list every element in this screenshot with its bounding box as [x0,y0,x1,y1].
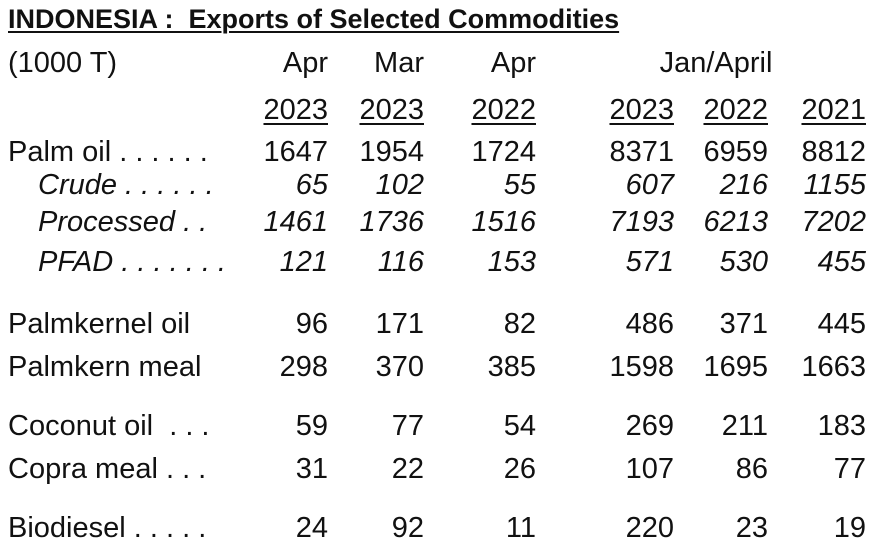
table-cell: 1598 [609,351,674,383]
table-cell: 6213 [703,206,768,238]
col-header-year-4: 2023 [609,94,674,126]
table-cell: 77 [391,410,424,442]
table-cell: 370 [375,351,424,383]
row-label: Copra meal . . . [8,453,207,485]
table-cell: 19 [833,512,866,544]
table-cell: 23 [735,512,768,544]
table-cell: 96 [295,308,328,340]
table-cell: 86 [735,453,768,485]
col-header-period-1: Apr [282,47,328,79]
table-cell: 216 [719,169,768,201]
table-cell: 1736 [359,206,424,238]
table-cell: 7193 [609,206,674,238]
table-cell: 31 [295,453,328,485]
col-header-year-1: 2023 [263,94,328,126]
table-cell: 1516 [471,206,536,238]
row-label: Coconut oil . . . [8,410,210,442]
table-cell: 6959 [703,136,768,168]
table-cell: 1663 [801,351,866,383]
col-header-year-6: 2021 [801,94,866,126]
table-cell: 269 [625,410,674,442]
table-cell: 220 [625,512,674,544]
table-cell: 59 [295,410,328,442]
row-label: Palm oil . . . . . . [8,136,208,168]
table-cell: 571 [625,246,674,278]
table-cell: 92 [391,512,424,544]
row-label: Palmkernel oil [8,308,191,340]
table-cell: 298 [279,351,328,383]
table-cell: 171 [375,308,424,340]
col-header-year-3: 2022 [471,94,536,126]
col-header-year-5: 2022 [703,94,768,126]
table-cell: 11 [505,512,536,544]
table-cell: 77 [833,453,866,485]
table-cell: 55 [503,169,536,201]
table-cell: 153 [487,246,536,278]
table-cell: 1461 [263,206,328,238]
row-label: Biodiesel . . . . . [8,512,207,544]
table-cell: 54 [503,410,536,442]
table-cell: 1647 [263,136,328,168]
table-cell: 1155 [803,169,866,201]
table-cell: 183 [817,410,866,442]
table-cell: 82 [503,308,536,340]
col-header-period-2: Mar [374,47,424,79]
table-cell: 22 [391,453,424,485]
units-label: (1000 T) [8,47,118,79]
table-cell: 24 [295,512,328,544]
table-cell: 121 [279,246,328,278]
table-cell: 607 [625,169,674,201]
table-cell: 116 [377,246,424,278]
row-label: Palmkern meal [8,351,202,383]
table-cell: 7202 [801,206,866,238]
table-cell: 102 [375,169,424,201]
table-cell: 1954 [359,136,424,168]
table-cell: 26 [503,453,536,485]
table-cell: 530 [719,246,768,278]
table-cell: 65 [295,169,328,201]
row-label: Processed . . [38,206,208,238]
table-cell: 8812 [801,136,866,168]
table-cell: 385 [487,351,536,383]
col-header-period-3: Apr [490,47,536,79]
col-header-range: Jan/April [659,47,773,79]
page-title: INDONESIA : Exports of Selected Commodit… [8,4,620,34]
table-cell: 107 [625,453,674,485]
table-cell: 455 [817,246,866,278]
table-cell: 486 [625,308,674,340]
table-cell: 211 [721,410,768,442]
table-cell: 371 [719,308,768,340]
table-cell: 445 [817,308,866,340]
table-cell: 1724 [471,136,536,168]
table-cell: 1695 [703,351,768,383]
table-cell: 8371 [609,136,674,168]
row-label: PFAD . . . . . . . [38,246,226,278]
col-header-year-2: 2023 [359,94,424,126]
row-label: Crude . . . . . . [38,169,214,201]
